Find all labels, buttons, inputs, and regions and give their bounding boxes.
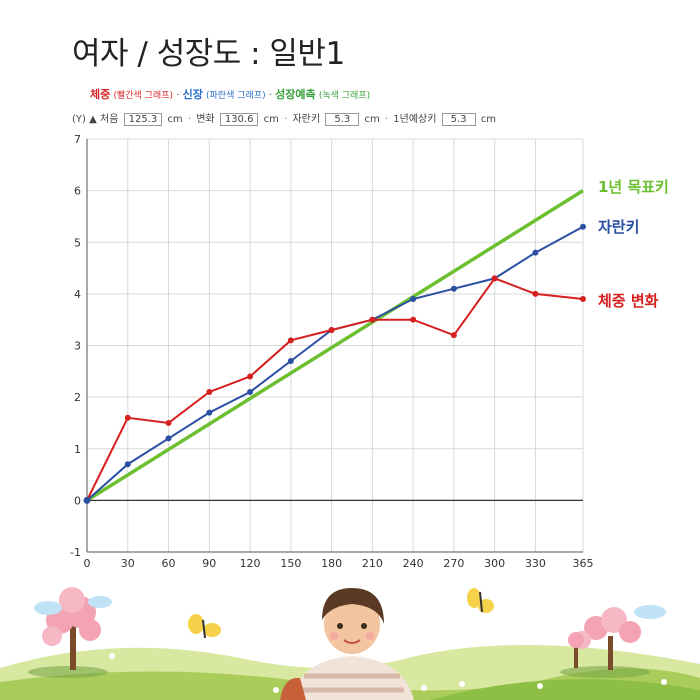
legend-height: 신장 (182, 88, 203, 101)
growth-label: 자란키 (292, 114, 321, 125)
origin-point (83, 496, 91, 504)
y-tick-label: 6 (74, 185, 81, 198)
x-tick-label: 30 (121, 557, 135, 570)
change-label: 변화 (196, 114, 215, 125)
up-arrow-icon: ▲ (89, 114, 97, 125)
data-point (580, 223, 586, 230)
x-tick-label: 120 (240, 557, 261, 570)
y-tick-label: 1 (74, 443, 81, 456)
data-point (206, 388, 213, 395)
data-point (580, 296, 586, 303)
data-point (206, 409, 213, 416)
data-point (287, 337, 294, 344)
target-unit: cm (480, 114, 497, 125)
x-tick-label: 270 (443, 557, 464, 570)
x-tick-label: 0 (84, 557, 91, 570)
child-illustration (280, 588, 414, 700)
start-label: 처음 (100, 114, 119, 125)
y-tick-label: 3 (74, 340, 81, 353)
meta-dot: · (384, 114, 389, 125)
data-point (247, 388, 254, 395)
butterfly-icon (188, 614, 221, 639)
y-tick-label: 5 (74, 236, 81, 249)
data-point (410, 296, 417, 303)
legend-predict: 성장예측 (275, 88, 316, 101)
x-tick-label: 60 (162, 557, 176, 570)
series-label: 자란키 (598, 218, 639, 236)
legend-height-note: (파란색 그래프) (206, 91, 266, 101)
start-value: 125.3 (123, 113, 163, 126)
cloud-left (34, 596, 112, 615)
x-tick-label: 210 (362, 557, 383, 570)
data-point (287, 357, 294, 364)
butterfly-icon (467, 588, 494, 613)
x-tick-label: 330 (525, 557, 546, 570)
y-tick-label: 0 (74, 494, 81, 507)
legend-weight: 체중 (90, 88, 111, 101)
data-point (165, 435, 172, 442)
legend-predict-note: (녹색 그래프) (318, 91, 371, 101)
x-tick-label: 240 (403, 557, 424, 570)
data-point (410, 316, 417, 323)
start-unit: cm (167, 114, 183, 125)
cherry-tree-left (28, 587, 108, 678)
legend-sep: · (268, 90, 272, 101)
y-tick-label: 7 (74, 133, 81, 146)
data-point (247, 373, 254, 380)
legend-sep: · (176, 90, 180, 101)
x-tick-label: 90 (202, 557, 216, 570)
target-value: 5.3 (441, 113, 476, 126)
data-point (165, 419, 172, 426)
y-tick-label: -1 (70, 546, 81, 559)
y-tick-label: 2 (74, 391, 81, 404)
target-label: 1년예상키 (393, 114, 437, 125)
data-point (532, 290, 539, 297)
data-point (124, 414, 131, 421)
x-tick-label: 150 (280, 557, 301, 570)
data-point (328, 327, 335, 334)
flower-icon (109, 653, 667, 693)
series-label: 체중 변화 (598, 292, 659, 310)
meta-dot: · (187, 114, 192, 125)
legend-weight-note: (빨간색 그래프) (113, 91, 174, 101)
x-tick-label: 300 (484, 557, 505, 570)
meta-dot: · (284, 114, 288, 125)
data-point (450, 332, 457, 339)
change-value: 130.6 (219, 113, 259, 126)
data-point (369, 316, 376, 323)
data-point (450, 285, 457, 292)
y-tick-label: 4 (74, 288, 81, 301)
series-label: 1년 목표키 (598, 178, 669, 196)
data-point (124, 461, 131, 468)
series-line (86, 189, 584, 502)
cloud-right (634, 605, 666, 619)
cherry-tree-right (560, 607, 650, 678)
growth-unit: cm (364, 114, 380, 125)
change-unit: cm (263, 114, 279, 125)
measurement-line: (Y) ▲ 처음 125.3 cm · 변화 130.6 cm · 자란키 5.… (72, 110, 496, 126)
y-axis-label: (Y) (72, 114, 86, 125)
growth-value: 5.3 (325, 113, 360, 126)
data-point (491, 275, 498, 282)
data-point (532, 249, 539, 256)
x-tick-label: 180 (321, 557, 342, 570)
legend-line: 체중 (빨간색 그래프) · 신장 (파란색 그래프) · 성장예측 (녹색 그… (90, 86, 370, 102)
page-title: 여자 / 성장도 : 일반1 (72, 36, 345, 72)
x-tick-label: 365 (573, 557, 594, 570)
